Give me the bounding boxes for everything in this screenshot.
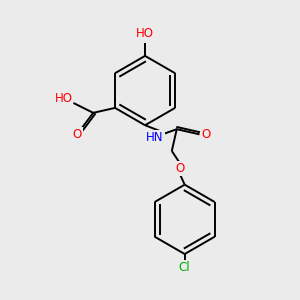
Text: Cl: Cl bbox=[179, 261, 190, 274]
Text: HN: HN bbox=[146, 130, 164, 144]
Text: O: O bbox=[175, 162, 184, 175]
Text: HO: HO bbox=[136, 27, 154, 40]
Text: O: O bbox=[73, 128, 82, 141]
Text: O: O bbox=[202, 128, 211, 141]
Text: HO: HO bbox=[55, 92, 73, 106]
